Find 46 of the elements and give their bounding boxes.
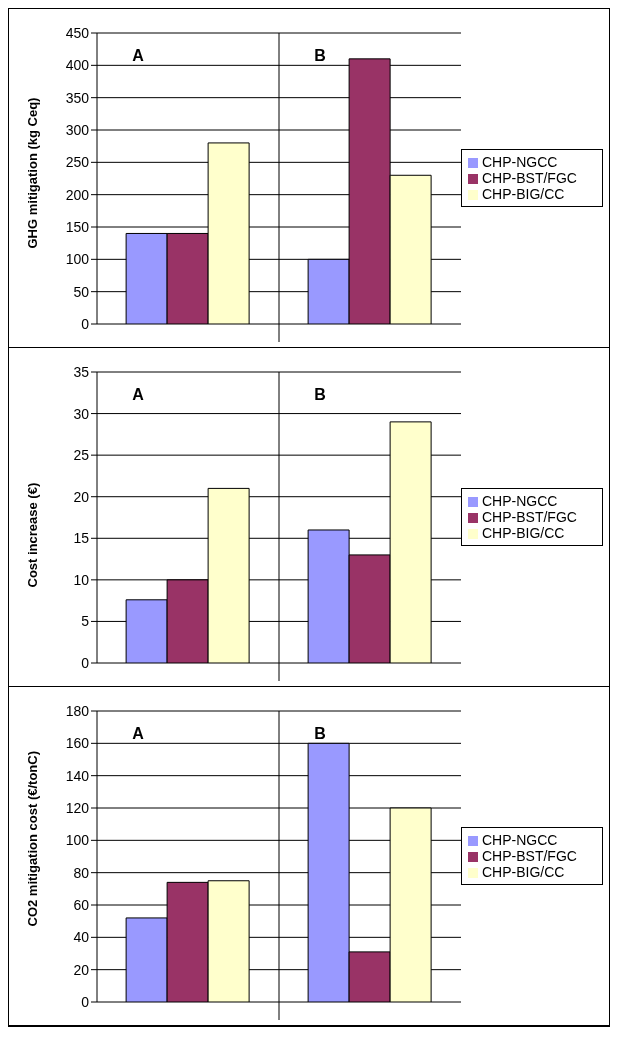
legend-label: CHP-BST/FGC [482, 170, 577, 186]
legend-label: CHP-BIG/CC [482, 525, 565, 541]
y-tick-label: 20 [73, 488, 90, 505]
y-tick-label: 80 [73, 864, 90, 881]
y-tick-label: 100 [65, 832, 90, 849]
y-tick-label: 150 [65, 218, 90, 235]
y-tick-label: 0 [81, 654, 90, 671]
legend-label: CHP-BIG/CC [482, 864, 565, 880]
legend-label: CHP-NGCC [482, 832, 558, 848]
y-tick-label: 140 [65, 767, 90, 784]
x-tick-label: A [132, 47, 145, 64]
y-axis-title: CO2 mitigation cost (€/tonC) [24, 751, 40, 927]
y-tick-label: 5 [81, 613, 90, 630]
y-tick-label: 400 [65, 57, 90, 74]
y-tick-label: 10 [73, 571, 90, 588]
y-tick-label: 35 [73, 363, 90, 380]
y-tick-label: 25 [73, 447, 90, 464]
y-tick-label: 180 [65, 702, 90, 719]
x-tick-label: A [132, 386, 145, 403]
y-tick-label: 250 [65, 154, 90, 171]
x-tick-label: B [314, 47, 326, 64]
y-axis-title: Cost increase (€) [24, 482, 40, 588]
y-tick-label: 50 [73, 283, 90, 300]
y-tick-label: 450 [65, 24, 90, 41]
y-tick-label: 0 [81, 993, 90, 1010]
y-tick-label: 15 [73, 530, 90, 547]
legend-label: CHP-BIG/CC [482, 186, 565, 202]
x-tick-label: B [314, 725, 326, 742]
y-tick-label: 120 [65, 799, 90, 816]
y-tick-label: 60 [73, 896, 90, 913]
y-tick-label: 160 [65, 735, 90, 752]
y-tick-label: 300 [65, 121, 90, 138]
y-tick-label: 100 [65, 251, 90, 268]
y-tick-label: 30 [73, 405, 90, 422]
y-tick-label: 350 [65, 89, 90, 106]
y-tick-label: 200 [65, 186, 90, 203]
x-tick-label: A [132, 725, 145, 742]
x-tick-label: B [314, 386, 326, 403]
legend-label: CHP-BST/FGC [482, 509, 577, 525]
legend-label: CHP-BST/FGC [482, 848, 577, 864]
legend-label: CHP-NGCC [482, 493, 558, 509]
y-tick-label: 0 [81, 315, 90, 332]
y-axis-title: GHG mitigation (kg Ceq) [24, 97, 40, 249]
y-tick-label: 40 [73, 929, 90, 946]
legend-label: CHP-NGCC [482, 154, 558, 170]
y-tick-label: 20 [73, 961, 90, 978]
